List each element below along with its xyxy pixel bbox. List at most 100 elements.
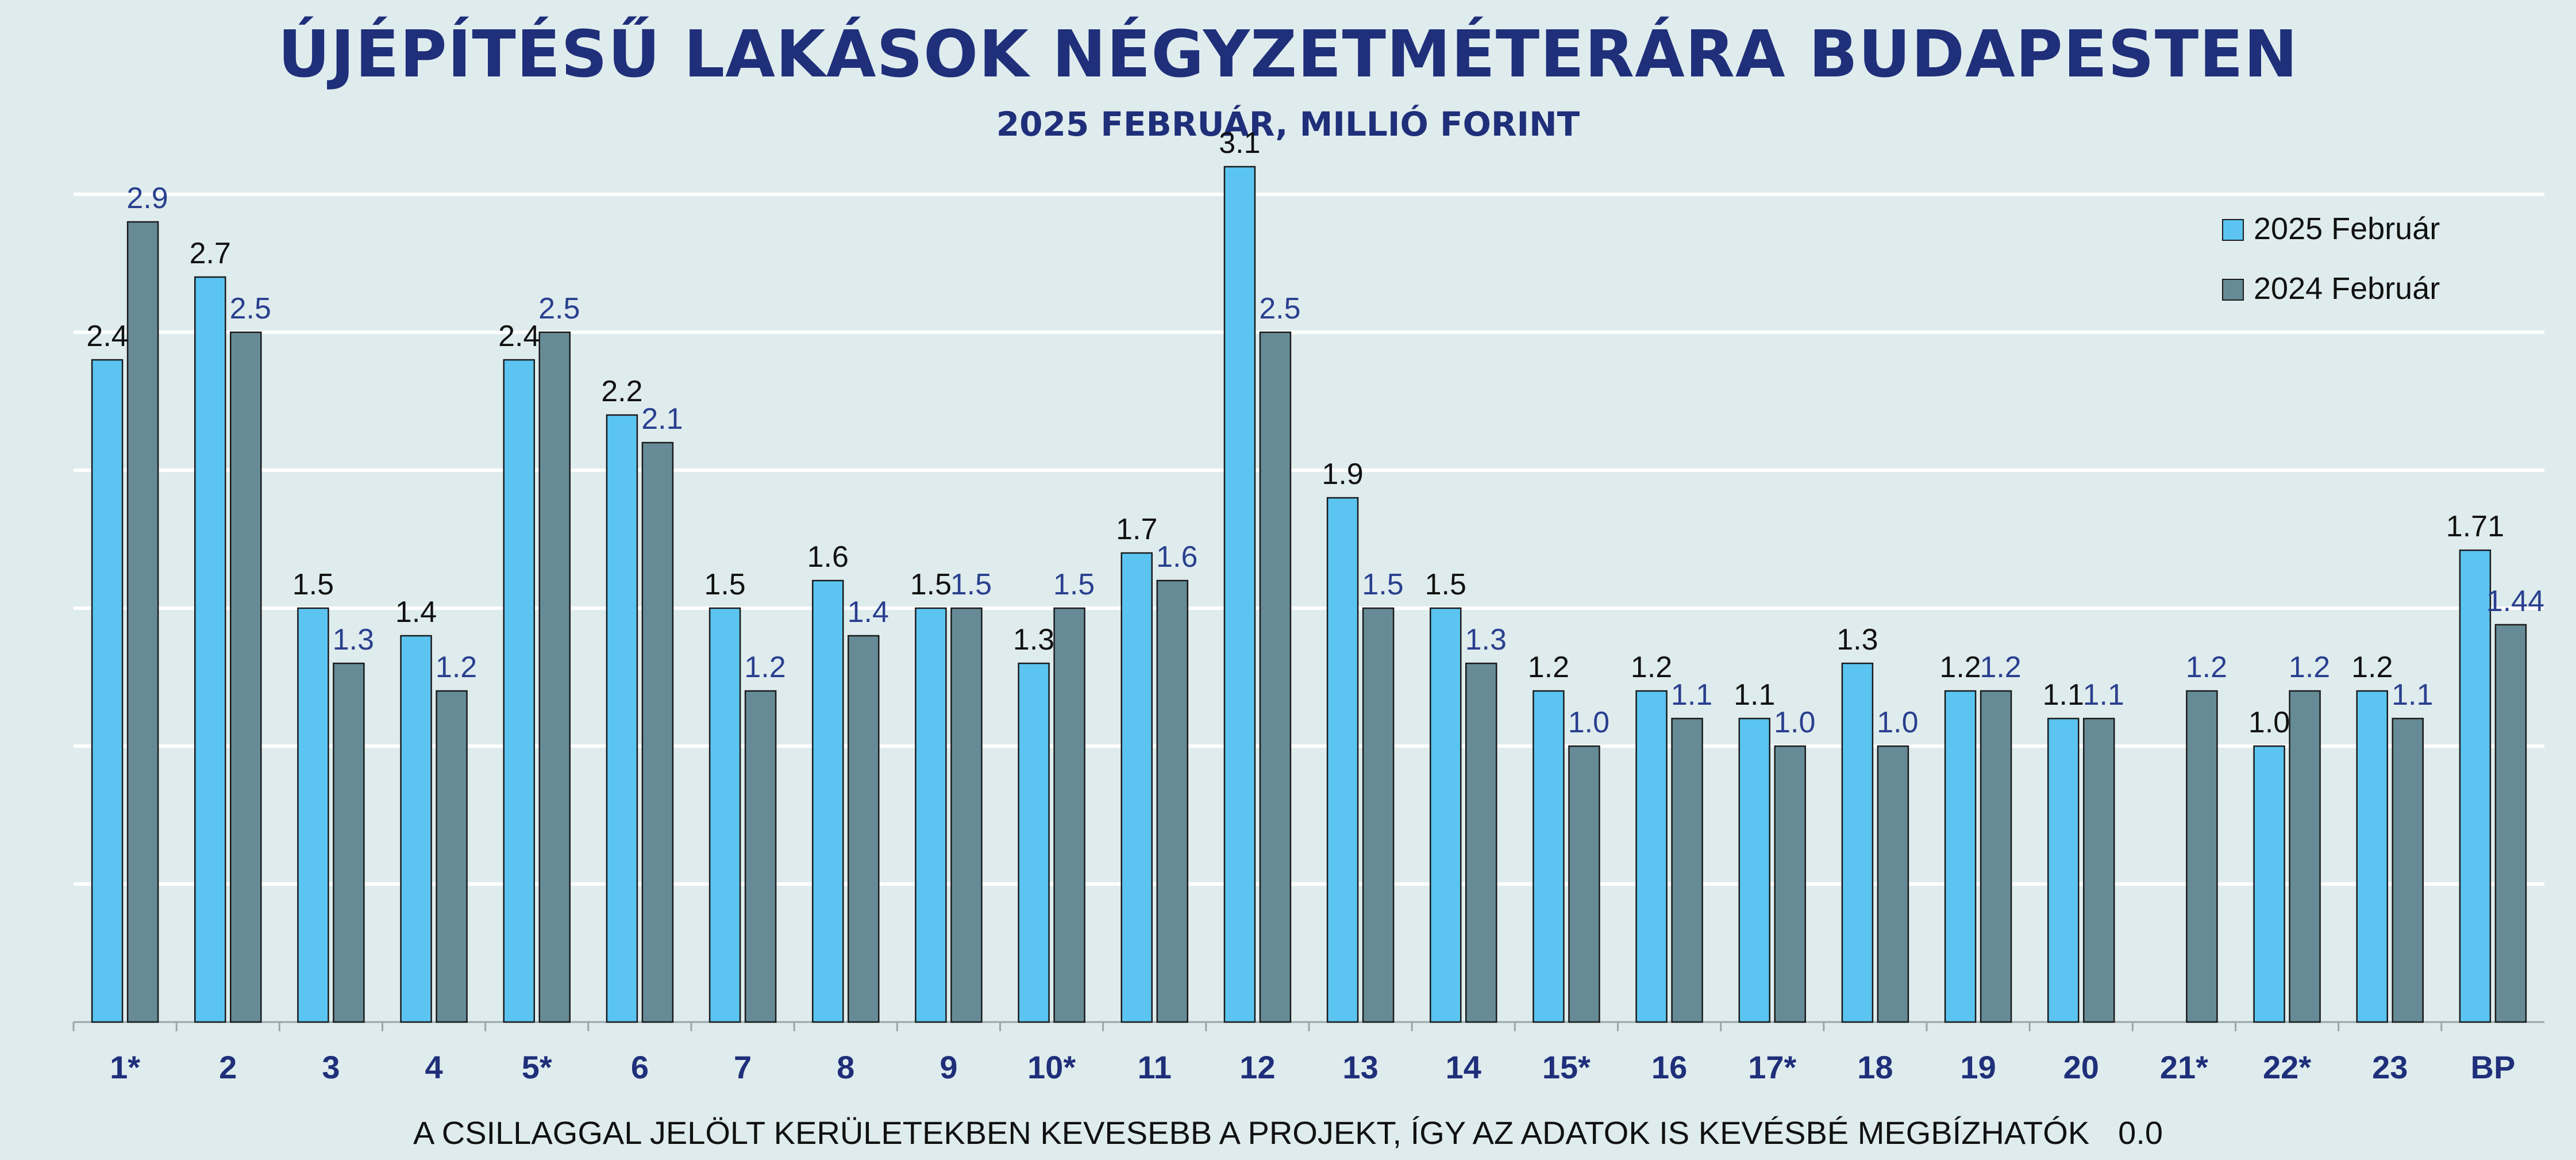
data-label-2024: 1.2	[2186, 651, 2227, 684]
data-label-2025: 2.4	[86, 320, 128, 353]
data-label-2025: 1.7	[1116, 513, 1157, 546]
footnote-extra-value: 0.0	[2118, 1115, 2163, 1151]
x-tick-label: 9	[939, 1049, 957, 1085]
bar-2025	[709, 607, 741, 1023]
data-label-2024: 1.1	[2392, 678, 2433, 712]
data-label-2025: 2.7	[190, 237, 231, 270]
chart-title: ÚJÉPÍTÉSŰ LAKÁSOK NÉGYZETMÉTERÁRA BUDAPE…	[278, 17, 2298, 92]
x-tick-label: 13	[1342, 1049, 1378, 1085]
x-tick-label: 18	[1857, 1049, 1893, 1085]
bar-2025	[1326, 497, 1359, 1023]
x-tick-label: 19	[1960, 1049, 1996, 1085]
data-label-2024: 1.0	[1568, 706, 1609, 739]
bar-2024	[2186, 690, 2218, 1023]
x-tick-label: 12	[1239, 1049, 1275, 1085]
x-tick-label: 2	[219, 1049, 237, 1085]
x-tick-label: 22*	[2263, 1049, 2311, 1085]
bar-2024	[1671, 717, 1703, 1023]
legend-swatch-2024	[2222, 279, 2244, 301]
bar-2024	[1156, 579, 1188, 1023]
x-tick-label: 23	[2372, 1049, 2408, 1085]
x-tick-label: 11	[1138, 1049, 1172, 1085]
data-label-2024: 1.1	[1671, 678, 1712, 712]
bar-2024	[1362, 607, 1395, 1023]
x-tick-label: 7	[734, 1049, 752, 1085]
legend-label-2025: 2025 Február	[2254, 212, 2440, 246]
data-label-2024: 1.5	[1362, 568, 1403, 601]
data-label-2024: 1.6	[1156, 540, 1197, 574]
x-tick-label: 6	[631, 1049, 649, 1085]
bar-2024	[2083, 717, 2115, 1023]
data-label-2024: 1.2	[744, 651, 785, 684]
bar-2024	[1774, 745, 1806, 1023]
bar-2024	[1259, 331, 1292, 1023]
data-label-2024: 1.2	[1980, 651, 2021, 684]
bar-2025	[2356, 690, 2388, 1023]
bar-2024	[1053, 607, 1085, 1023]
x-tick-label: 5*	[522, 1049, 552, 1085]
legend-swatch-2025	[2222, 219, 2244, 241]
data-label-2024: 2.1	[641, 402, 683, 436]
x-tick-label: 15*	[1542, 1049, 1591, 1085]
data-label-2025: 1.5	[910, 568, 952, 601]
data-label-2025: 1.2	[1528, 651, 1569, 684]
data-label-2025: 2.4	[498, 320, 540, 353]
bar-2025	[1532, 690, 1565, 1023]
x-tick-label: 16	[1651, 1049, 1687, 1085]
data-label-2025: 1.5	[704, 568, 745, 601]
bar-2025	[1018, 662, 1050, 1023]
x-tick-label: BP	[2471, 1049, 2516, 1085]
data-label-2025: 1.1	[2043, 678, 2084, 712]
x-tick-label: 3	[322, 1049, 340, 1085]
bar-2025	[1944, 690, 1977, 1023]
bar-2024	[538, 331, 571, 1023]
bar-2024	[1568, 745, 1600, 1023]
bar-2024	[950, 607, 983, 1023]
bar-2025	[812, 579, 844, 1023]
data-label-2025: 1.9	[1322, 458, 1363, 491]
x-tick-label: 20	[2063, 1049, 2099, 1085]
bar-2025	[2253, 745, 2285, 1023]
data-label-2024: 2.5	[538, 292, 580, 325]
data-label-2024: 1.2	[436, 651, 477, 684]
data-label-2024: 1.4	[848, 596, 889, 629]
bar-2025	[1738, 717, 1770, 1023]
data-label-2025: 2.2	[601, 375, 642, 408]
bar-2024	[2289, 690, 2321, 1023]
bar-2024	[230, 331, 262, 1023]
data-label-2024: 1.3	[333, 623, 374, 656]
data-label-2024: 1.5	[950, 568, 992, 601]
data-label-2024: 2.5	[1259, 292, 1300, 325]
legend-label-2024: 2024 Február	[2254, 271, 2440, 306]
bar-2024	[848, 635, 880, 1023]
data-label-2024: 1.5	[1053, 568, 1095, 601]
footnote-text: A CSILLAGGAL JELÖLT KERÜLETEKBEN KEVESEB…	[413, 1115, 2090, 1151]
bar-2025	[606, 414, 638, 1023]
bar-2025	[915, 607, 947, 1023]
data-label-2025: 1.2	[1939, 651, 1981, 684]
bar-2024	[2392, 717, 2424, 1023]
data-label-2025: 1.5	[1425, 568, 1466, 601]
x-tick-label: 1*	[110, 1049, 140, 1085]
bar-2025	[2047, 717, 2080, 1023]
x-tick-label: 14	[1446, 1049, 1481, 1085]
bar-2025	[297, 607, 329, 1023]
x-tick-label: 4	[425, 1049, 443, 1085]
data-label-2024: 1.0	[1877, 706, 1918, 739]
data-label-2024: 1.2	[2289, 651, 2330, 684]
data-label-2025: 1.0	[2248, 706, 2290, 739]
data-label-2024: 2.5	[230, 292, 271, 325]
footnote: A CSILLAGGAL JELÖLT KERÜLETEKBEN KEVESEB…	[0, 1114, 2576, 1151]
x-tick-label: 10*	[1027, 1049, 1076, 1085]
bar-2025	[91, 359, 124, 1023]
bar-2024	[333, 662, 365, 1023]
data-label-2024: 2.9	[126, 182, 168, 215]
chart-subtitle: 2025 FEBRUÁR, MILLIÓ FORINT	[996, 105, 1580, 144]
data-label-2024: 1.1	[2083, 678, 2124, 712]
data-label-2025: 1.6	[807, 540, 849, 574]
data-label-2024: 1.44	[2486, 585, 2544, 618]
bar-2025	[503, 359, 535, 1023]
data-label-2025: 1.71	[2446, 510, 2504, 543]
